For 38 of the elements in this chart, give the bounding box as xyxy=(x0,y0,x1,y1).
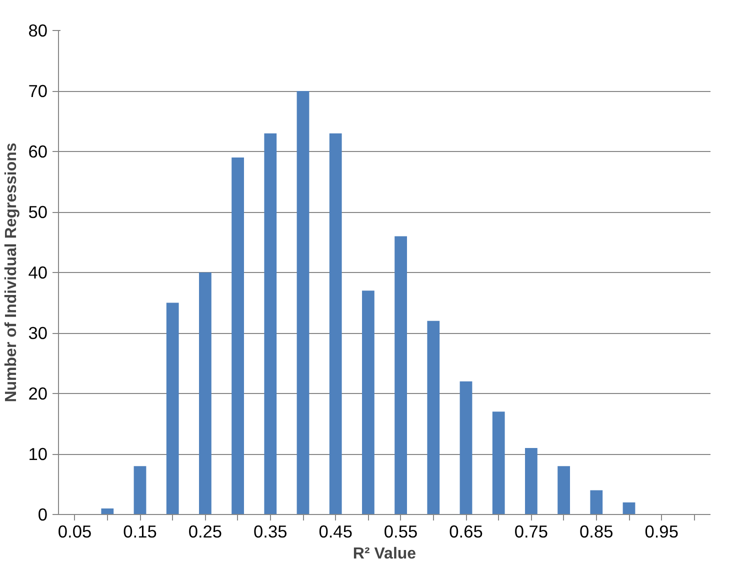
bar xyxy=(460,381,472,514)
bar xyxy=(134,466,146,514)
y-tick-label: 20 xyxy=(28,384,48,404)
x-tick-label: 0.45 xyxy=(318,522,352,542)
bar xyxy=(101,508,114,514)
x-tick-label: 0.05 xyxy=(58,522,92,542)
bar xyxy=(427,320,440,514)
y-tick-label: 30 xyxy=(28,323,48,343)
y-tick-label: 50 xyxy=(28,202,48,222)
x-axis-title: R² Value xyxy=(352,546,416,562)
bar xyxy=(394,236,407,514)
y-tick-label: 10 xyxy=(28,444,48,464)
y-tick-label: 80 xyxy=(28,20,48,40)
y-axis-title: Number of Individual Regressions xyxy=(3,142,20,402)
bar xyxy=(558,466,570,514)
x-tick-label: 0.95 xyxy=(644,522,678,542)
bar xyxy=(199,272,212,514)
x-tick-label: 0.85 xyxy=(580,522,614,542)
bar xyxy=(264,133,277,514)
bar xyxy=(296,91,310,514)
x-tick-label: 0.25 xyxy=(188,522,222,542)
y-tick-label: 0 xyxy=(38,504,48,524)
bar xyxy=(166,302,179,514)
x-tick-label: 0.75 xyxy=(514,522,548,542)
x-tick-label: 0.15 xyxy=(123,522,157,542)
x-tick-label: 0.35 xyxy=(254,522,288,542)
y-tick-label: 60 xyxy=(28,142,48,162)
bar xyxy=(525,448,538,514)
y-tick-label: 40 xyxy=(28,262,48,282)
bar xyxy=(492,412,505,514)
x-tick-label: 0.55 xyxy=(384,522,418,542)
bar xyxy=(590,490,603,514)
bar xyxy=(329,133,342,514)
y-tick-label: 70 xyxy=(28,81,48,101)
bar xyxy=(362,290,374,514)
x-tick-label: 0.65 xyxy=(449,522,483,542)
bar xyxy=(622,502,636,514)
bar xyxy=(232,158,244,514)
